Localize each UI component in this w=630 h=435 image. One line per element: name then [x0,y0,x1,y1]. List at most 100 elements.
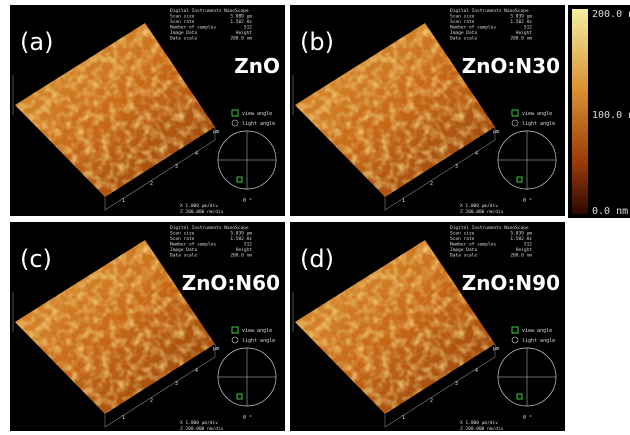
colorbar-scale [572,9,588,214]
scale-note: X 1.000 µm/div [460,203,498,209]
info-value: Height [236,247,253,253]
panel-label: (b) [300,28,334,56]
view-icon [231,109,239,117]
dial-marker [516,176,523,183]
scale-note: Z 200.000 nm/div [460,426,504,431]
dial-marker [236,393,243,400]
base-edge [384,127,496,211]
legend-label: light angle [242,338,275,344]
colorbar-label: 0.0 nm [592,206,628,217]
sample-name: ZnO:N30 [462,54,560,78]
info-value: Height [516,247,533,253]
light-icon [231,336,239,344]
info-key: Image Data [450,30,477,36]
dial-angle: 0 ° [243,415,252,421]
legend-label: view angle [242,328,272,334]
axis-tick-label: 3 [175,164,178,170]
axis-tick-label: 1 [122,198,125,204]
info-value: 1.502 Hz [510,236,532,242]
surface-texture [295,240,495,414]
panel-label: (a) [20,28,53,56]
info-key: Number of samples [170,242,216,248]
info-key: Data scale [170,253,197,259]
axis-tick-label: 3 [455,381,458,387]
axis-tick-label: 2 [150,181,153,187]
axis-tick-label: 3 [175,381,178,387]
info-key: Digital Instruments NanoScope [170,8,249,14]
afm-panel: 1 2 3 4 µm (a) ZnO Digital Instruments NanoScop… [10,5,285,216]
axis-tick-label: 4 [195,368,198,374]
axis-tick-label: 1 [122,415,125,421]
panel-label: (c) [20,245,52,273]
axis-tick-label: µm [493,129,499,135]
info-value: 5.039 µm [510,231,532,237]
scale-note: X 1.000 µm/div [180,420,218,426]
info-key: Scan size [170,14,195,20]
info-key: Data scale [170,36,197,42]
info-key: Scan rate [450,236,475,242]
colorbar-label: 200.0 nm [592,9,630,20]
dial-marker [516,393,523,400]
axis-tick-label: 2 [430,181,433,187]
info-key: Image Data [170,30,197,36]
legend-label: light angle [242,121,275,127]
dial-marker [236,176,243,183]
scale-note: X 1.000 µm/div [180,203,218,209]
info-value: 1.502 Hz [230,236,252,242]
dial-angle: 0 ° [523,198,532,204]
info-value: 5.000 µm [230,14,252,20]
info-value: 512 [244,25,252,31]
info-key: Number of samples [170,25,216,31]
info-key: Scan rate [170,236,195,242]
info-key: Digital Instruments NanoScope [450,225,529,231]
legend-label: light angle [522,338,555,344]
info-key: Scan rate [170,19,195,25]
dial-angle: 0 ° [243,198,252,204]
afm-panel: 1 2 3 4 µm (d) ZnO:N90 Digital Instruments Nano… [290,222,565,433]
axis-tick-label: 2 [430,398,433,404]
colorbar-label: 100.0 n [592,110,630,121]
info-key: Number of samples [450,25,496,31]
axis-tick-label: 1 [402,415,405,421]
info-value: 1.502 Hz [230,19,252,25]
surface-texture [295,23,495,197]
dial-angle: 0 ° [523,415,532,421]
info-key: Data scale [450,253,477,259]
view-icon [511,109,519,117]
surface-texture [15,240,215,414]
info-value: 512 [244,242,252,248]
info-key: Scan size [450,14,475,20]
base-edge [384,344,496,428]
info-value: 200.0 nm [510,36,532,42]
axis-tick-label: 4 [475,151,478,157]
axis-tick-label: 2 [150,398,153,404]
info-value: 200.0 nm [230,253,252,259]
info-key: Number of samples [450,242,496,248]
info-key: Digital Instruments NanoScope [450,8,529,14]
sample-name: ZnO:N60 [182,271,280,295]
info-key: Image Data [170,247,197,253]
info-key: Scan size [170,231,195,237]
colorbar: 200.0 nm 100.0 n 0.0 nm [568,5,630,218]
info-value: 200.0 nm [230,36,252,42]
view-icon [231,326,239,334]
surface-texture [15,23,215,197]
info-key: Scan size [450,231,475,237]
base-edge [104,127,216,211]
info-key: Digital Instruments NanoScope [170,225,249,231]
sample-name: ZnO [234,54,280,78]
info-value: 5.039 µm [230,231,252,237]
info-value: 512 [524,242,532,248]
scale-note: Z 200.000 nm/div [180,209,224,215]
light-icon [231,119,239,127]
axis-tick-label: 4 [195,151,198,157]
axis-tick-label: µm [493,346,499,352]
legend-label: light angle [522,121,555,127]
panel-label: (d) [300,245,334,273]
info-key: Data scale [450,36,477,42]
info-key: Scan rate [450,19,475,25]
info-value: Height [236,30,253,36]
axis-tick-label: 1 [402,198,405,204]
info-value: 1.502 Hz [510,19,532,25]
